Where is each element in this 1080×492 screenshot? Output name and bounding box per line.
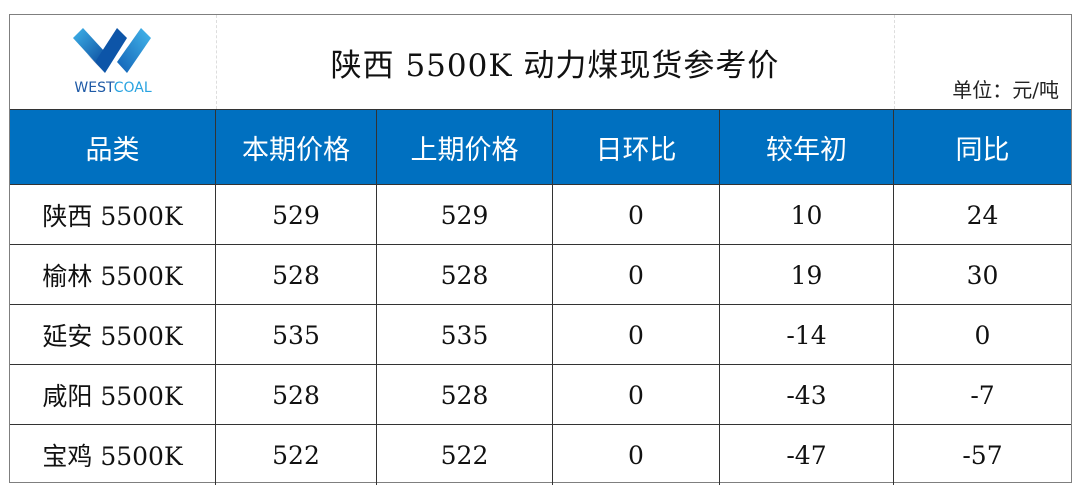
header-row: 品类 本期价格 上期价格 日环比 较年初 同比 bbox=[10, 109, 1071, 185]
logo-mark-icon bbox=[73, 28, 151, 73]
table-cell: 0 bbox=[553, 365, 720, 425]
column-header: 本期价格 bbox=[216, 110, 377, 185]
table-cell: 榆林 5500K bbox=[10, 245, 216, 305]
price-table: WESTCOAL 陕西 5500K 动力煤现货参考价 单位：元/吨 品类 本期价格… bbox=[9, 14, 1072, 485]
table-cell: 528 bbox=[377, 365, 553, 425]
table-cell: 528 bbox=[216, 365, 377, 425]
table-cell: -57 bbox=[962, 440, 1003, 470]
table-cell: -43 bbox=[720, 365, 894, 425]
table-cell: 522 bbox=[377, 425, 553, 485]
column-header: 较年初 bbox=[720, 110, 894, 185]
table-cell: 延安 5500K bbox=[10, 305, 216, 365]
table-cell: 陕西 5500K bbox=[10, 185, 216, 245]
page-title: 陕西 5500K 动力煤现货参考价 bbox=[330, 47, 780, 84]
table-title-row: WESTCOAL 陕西 5500K 动力煤现货参考价 单位：元/吨 bbox=[10, 15, 1071, 109]
table-cell: 528 bbox=[216, 245, 377, 305]
column-header: 日环比 bbox=[553, 110, 720, 185]
table-cell: -14 bbox=[720, 305, 894, 365]
table-row: 陕西 5500K 529 529 0 10 24 bbox=[10, 184, 1071, 245]
table-cell: 24 bbox=[966, 200, 999, 230]
table-cell: 0 bbox=[553, 425, 720, 485]
table-cell: 0 bbox=[553, 305, 720, 365]
table-cell: 10 bbox=[720, 185, 894, 245]
table-cell: 宝鸡 5500K bbox=[10, 425, 216, 485]
table-row: 榆林 5500K 528 528 0 19 30 bbox=[10, 244, 1071, 305]
column-header: 品类 bbox=[10, 110, 216, 185]
table-cell: 19 bbox=[720, 245, 894, 305]
column-header: 同比 bbox=[955, 135, 1010, 166]
column-header: 上期价格 bbox=[377, 110, 553, 185]
table-cell: -7 bbox=[970, 380, 995, 410]
table-cell: 535 bbox=[377, 305, 553, 365]
table-cell: 522 bbox=[216, 425, 377, 485]
table-cell: 529 bbox=[377, 185, 553, 245]
table-row: 宝鸡 5500K 522 522 0 -47 -57 bbox=[10, 424, 1071, 485]
table-cell: 529 bbox=[216, 185, 377, 245]
table-row: 延安 5500K 535 535 0 -14 0 bbox=[10, 304, 1071, 365]
table-cell: 咸阳 5500K bbox=[10, 365, 216, 425]
table-cell: 528 bbox=[377, 245, 553, 305]
table-cell: 0 bbox=[553, 245, 720, 305]
table-cell: 0 bbox=[553, 185, 720, 245]
logo-text: WESTCOAL bbox=[74, 80, 152, 96]
westcoal-logo: WESTCOAL bbox=[10, 15, 217, 109]
table-cell: 535 bbox=[216, 305, 377, 365]
table-row: 咸阳 5500K 528 528 0 -43 -7 bbox=[10, 364, 1071, 425]
table-cell: 0 bbox=[974, 320, 991, 350]
table-cell: 30 bbox=[966, 260, 999, 290]
unit-label: 单位：元/吨 bbox=[952, 78, 1059, 102]
table-cell: -47 bbox=[720, 425, 894, 485]
unit-cell: 单位：元/吨 bbox=[894, 15, 1071, 109]
